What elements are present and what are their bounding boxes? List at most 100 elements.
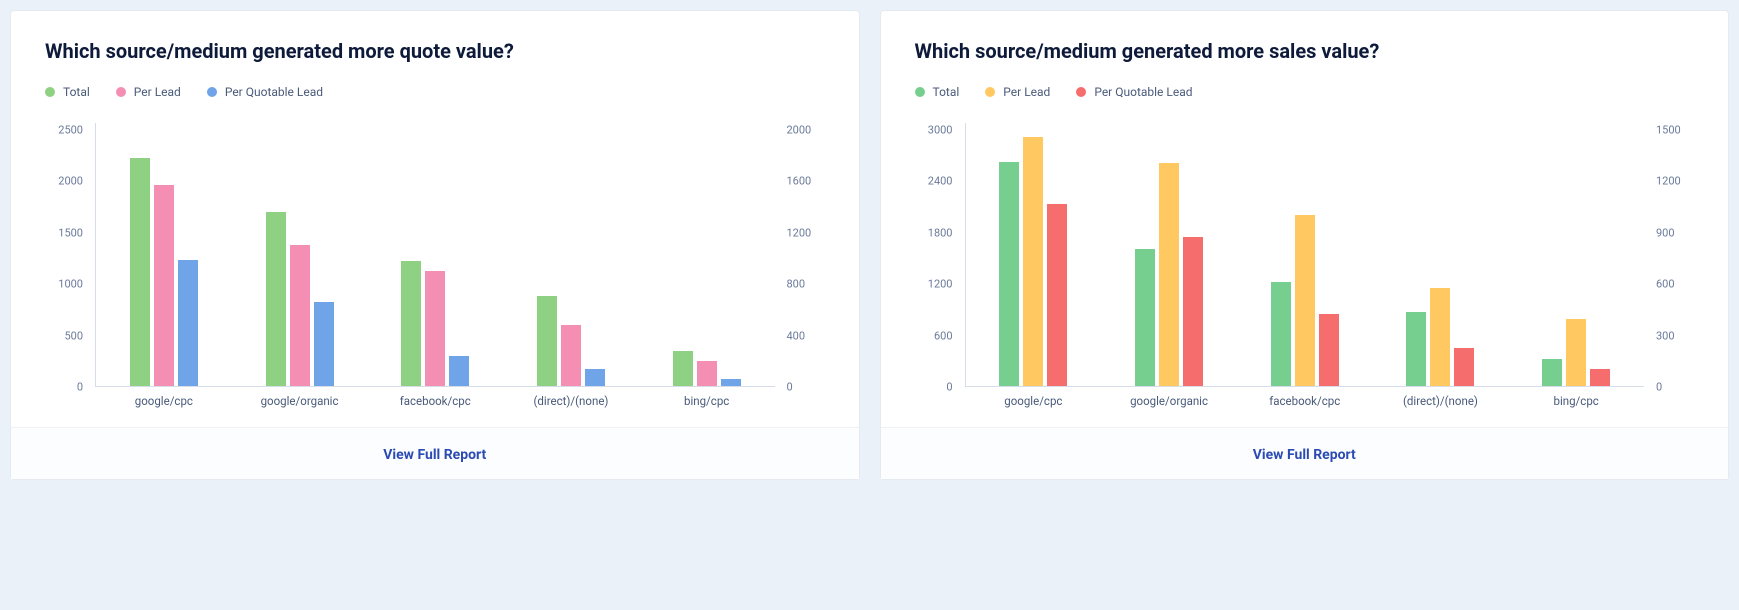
bar[interactable] [449,356,469,386]
y-tick-label: 600 [915,329,953,342]
y-tick-label: 2400 [915,175,953,188]
bar[interactable] [1271,282,1291,386]
bar[interactable] [1406,312,1426,386]
y-tick-label: 600 [1656,278,1694,291]
bar[interactable] [1566,319,1586,386]
bar[interactable] [697,361,717,386]
y-tick-label: 1200 [787,226,825,239]
category-group: google/organic [1101,123,1237,386]
bar[interactable] [1135,249,1155,386]
plot-area: google/cpcgoogle/organicfacebook/cpc(dir… [95,123,775,387]
bar[interactable] [1047,204,1067,386]
legend-item-per-lead[interactable]: Per Lead [116,85,181,99]
x-tick-label: facebook/cpc [367,386,503,408]
y-tick-label: 1600 [787,175,825,188]
bar[interactable] [154,185,174,386]
bar[interactable] [1319,314,1339,386]
card-title: Which source/medium generated more sales… [915,39,1695,63]
view-full-report-link[interactable]: View Full Report [1253,447,1356,463]
x-tick-label: google/organic [232,386,368,408]
card-body: Which source/medium generated more sales… [881,11,1729,427]
bar[interactable] [425,271,445,386]
y-tick-label: 1500 [1656,124,1694,137]
legend: Total Per Lead Per Quotable Lead [45,85,825,99]
legend-swatch [116,87,126,97]
y-tick-label: 0 [787,380,825,393]
legend-label: Per Quotable Lead [225,85,323,99]
bar[interactable] [585,369,605,386]
legend-label: Total [63,85,90,99]
y-tick-label: 2000 [45,175,83,188]
card-body: Which source/medium generated more quote… [11,11,859,427]
legend-label: Per Quotable Lead [1094,85,1192,99]
view-full-report-link[interactable]: View Full Report [383,447,486,463]
bar[interactable] [721,379,741,386]
bar[interactable] [1430,288,1450,386]
bar[interactable] [673,351,693,386]
legend-label: Per Lead [1003,85,1050,99]
category-group: (direct)/(none) [1373,123,1509,386]
legend-item-total[interactable]: Total [915,85,960,99]
y-tick-label: 300 [1656,329,1694,342]
category-group: (direct)/(none) [503,123,639,386]
x-tick-label: (direct)/(none) [503,386,639,408]
card-footer: View Full Report [881,427,1729,479]
bar[interactable] [1023,137,1043,386]
legend-label: Total [933,85,960,99]
y-tick-label: 1500 [45,226,83,239]
category-group: google/cpc [966,123,1102,386]
y-axis-left: 25002000150010005000 [45,117,89,387]
legend-item-per-quotable-lead[interactable]: Per Quotable Lead [1076,85,1192,99]
category-group: facebook/cpc [367,123,503,386]
y-axis-left: 30002400180012006000 [915,117,959,387]
y-tick-label: 2500 [45,124,83,137]
legend-label: Per Lead [134,85,181,99]
legend-item-total[interactable]: Total [45,85,90,99]
y-tick-label: 800 [787,278,825,291]
x-tick-label: google/cpc [96,386,232,408]
y-tick-label: 1000 [45,278,83,291]
bar[interactable] [999,162,1019,386]
y-tick-label: 3000 [915,124,953,137]
category-group: bing/cpc [1508,123,1644,386]
x-tick-label: (direct)/(none) [1373,386,1509,408]
sales-value-card: Which source/medium generated more sales… [880,10,1730,480]
y-tick-label: 1800 [915,226,953,239]
bar[interactable] [1183,237,1203,386]
bar[interactable] [266,212,286,386]
y-axis-right: 150012009006003000 [1650,117,1694,387]
bar[interactable] [561,325,581,386]
legend-swatch [985,87,995,97]
bar[interactable] [178,260,198,386]
quote-value-card: Which source/medium generated more quote… [10,10,860,480]
y-tick-label: 1200 [915,278,953,291]
y-axis-right: 2000160012008004000 [781,117,825,387]
y-tick-label: 0 [45,380,83,393]
legend-item-per-quotable-lead[interactable]: Per Quotable Lead [207,85,323,99]
chart: 30002400180012006000 150012009006003000 … [915,117,1695,417]
bar[interactable] [1590,369,1610,386]
legend-swatch [45,87,55,97]
y-tick-label: 500 [45,329,83,342]
card-title: Which source/medium generated more quote… [45,39,825,63]
category-group: google/cpc [96,123,232,386]
bar[interactable] [1159,163,1179,386]
bar[interactable] [1454,348,1474,386]
bar[interactable] [314,302,334,386]
bar[interactable] [130,158,150,386]
category-group: google/organic [232,123,368,386]
bar[interactable] [537,296,557,386]
x-tick-label: google/organic [1101,386,1237,408]
bar[interactable] [290,245,310,386]
dashboard: Which source/medium generated more quote… [10,10,1729,480]
plot-area: google/cpcgoogle/organicfacebook/cpc(dir… [965,123,1645,387]
bar[interactable] [401,261,421,386]
y-tick-label: 2000 [787,124,825,137]
legend-swatch [207,87,217,97]
legend-swatch [1076,87,1086,97]
bar[interactable] [1295,215,1315,386]
category-group: bing/cpc [639,123,775,386]
card-footer: View Full Report [11,427,859,479]
bar[interactable] [1542,359,1562,386]
legend-item-per-lead[interactable]: Per Lead [985,85,1050,99]
